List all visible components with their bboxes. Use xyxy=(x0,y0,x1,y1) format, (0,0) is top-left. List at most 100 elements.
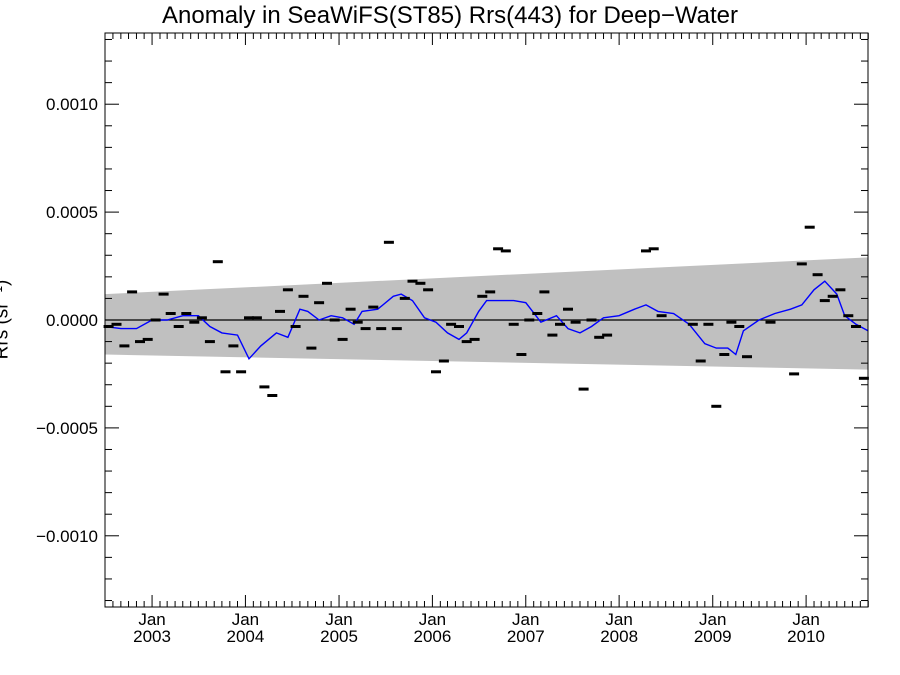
data-point xyxy=(819,299,830,303)
data-point xyxy=(586,318,597,322)
data-point xyxy=(196,316,207,320)
data-point xyxy=(173,325,184,328)
data-point xyxy=(306,346,317,350)
x-tick-year-label: 2009 xyxy=(694,627,732,646)
data-point xyxy=(290,325,301,328)
data-point xyxy=(547,333,558,337)
x-tick-month-label: Jan xyxy=(419,610,446,629)
data-point xyxy=(804,225,815,229)
data-point xyxy=(711,404,722,408)
data-point xyxy=(423,288,434,292)
data-point xyxy=(493,247,504,251)
x-tick-month-label: Jan xyxy=(232,610,259,629)
x-tick-month-label: Jan xyxy=(512,610,539,629)
data-point xyxy=(329,318,340,322)
y-tick-label: −0.0010 xyxy=(36,527,98,546)
data-point xyxy=(695,359,706,363)
data-point xyxy=(858,376,869,380)
data-point xyxy=(796,262,807,266)
uncertainty-envelope xyxy=(105,257,868,370)
data-point xyxy=(212,260,223,264)
data-point xyxy=(431,370,441,374)
data-point xyxy=(127,290,138,294)
data-point xyxy=(391,327,402,331)
data-point xyxy=(648,247,659,251)
x-tick-month-label: Jan xyxy=(699,610,726,629)
x-tick-year-label: 2004 xyxy=(227,627,265,646)
data-point xyxy=(719,353,730,356)
data-point xyxy=(539,290,550,294)
x-tick-month-label: Jan xyxy=(325,610,352,629)
data-point xyxy=(314,301,325,305)
data-point xyxy=(251,316,262,320)
data-point xyxy=(485,290,496,294)
data-point xyxy=(508,322,519,326)
data-point xyxy=(345,307,356,311)
data-point xyxy=(111,322,122,326)
data-point xyxy=(337,337,348,341)
data-point xyxy=(135,340,145,344)
data-point xyxy=(150,318,161,322)
data-point xyxy=(352,320,363,324)
data-point xyxy=(641,249,651,253)
data-point xyxy=(103,325,114,328)
data-point xyxy=(742,355,752,359)
data-point xyxy=(726,320,737,324)
data-point xyxy=(415,281,426,285)
data-point xyxy=(656,314,667,318)
data-point xyxy=(835,288,846,292)
data-point xyxy=(843,314,854,318)
data-point xyxy=(461,340,472,344)
data-point xyxy=(734,325,745,328)
data-point xyxy=(469,337,480,341)
x-tick-year-label: 2006 xyxy=(413,627,451,646)
x-tick-year-label: 2008 xyxy=(600,627,638,646)
data-point xyxy=(812,273,823,277)
y-tick-label: 0.0005 xyxy=(46,203,98,222)
x-tick-month-label: Jan xyxy=(792,610,819,629)
y-tick-label: 0.0010 xyxy=(46,95,98,114)
data-point xyxy=(446,322,457,326)
x-tick-year-label: 2007 xyxy=(507,627,545,646)
data-point xyxy=(204,340,215,344)
data-point xyxy=(275,309,285,313)
data-point xyxy=(851,325,861,328)
chart-title: Anomaly in SeaWiFS(ST85) Rrs(443) for De… xyxy=(162,2,738,29)
data-point xyxy=(376,327,387,331)
data-point xyxy=(407,279,418,283)
data-point xyxy=(142,337,153,341)
data-point xyxy=(360,327,371,331)
x-tick-month-label: Jan xyxy=(605,610,632,629)
data-point xyxy=(298,294,309,298)
data-point xyxy=(703,322,714,326)
data-point xyxy=(267,394,278,397)
anomaly-smoothed-line xyxy=(104,280,869,361)
data-point xyxy=(368,305,379,309)
data-point xyxy=(477,294,488,298)
data-point xyxy=(181,312,192,315)
y-tick-label: 0.0000 xyxy=(46,311,98,330)
x-tick-year-label: 2005 xyxy=(320,627,358,646)
data-point xyxy=(322,281,332,285)
data-point xyxy=(454,325,464,328)
data-point xyxy=(578,387,589,391)
data-point xyxy=(516,353,527,356)
data-point xyxy=(789,372,800,376)
data-point xyxy=(282,288,293,292)
x-tick-month-label: Jan xyxy=(138,610,165,629)
data-point xyxy=(555,322,565,326)
data-point xyxy=(532,312,543,315)
data-point xyxy=(602,333,613,337)
y-tick-label: −0.0005 xyxy=(36,419,98,438)
data-point xyxy=(220,370,231,374)
data-point xyxy=(687,322,698,326)
data-point xyxy=(236,370,247,374)
data-point xyxy=(165,312,176,315)
data-point xyxy=(189,320,200,324)
data-point xyxy=(500,249,511,253)
x-tick-year-label: 2003 xyxy=(133,627,171,646)
data-point xyxy=(765,320,776,324)
data-point xyxy=(158,292,169,296)
data-point xyxy=(524,318,535,322)
